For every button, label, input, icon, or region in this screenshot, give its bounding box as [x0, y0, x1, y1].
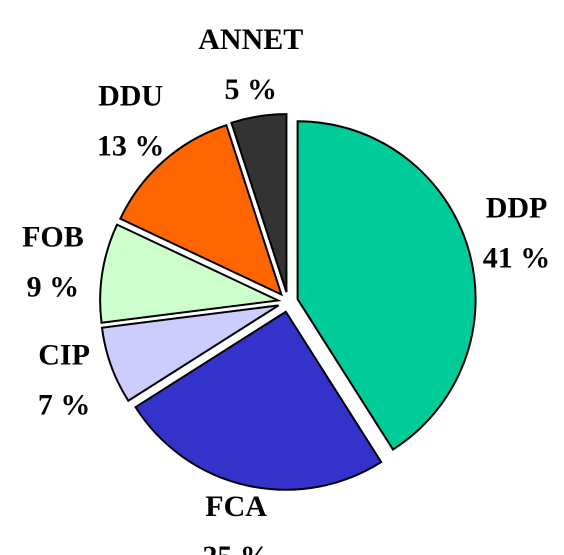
slice-value-label: 41 %	[483, 241, 551, 274]
pie-slice	[99, 223, 282, 324]
slice-label: DDP	[486, 191, 548, 224]
slice-value-label: 5 %	[225, 73, 278, 106]
slice-label: FCA	[205, 490, 267, 523]
slice-value-label: 9 %	[27, 271, 80, 304]
slice-value-label: 25 %	[202, 540, 270, 555]
slice-label: DDU	[98, 79, 163, 112]
slice-label: FOB	[22, 221, 84, 254]
slice-label: ANNET	[198, 23, 303, 56]
pie-slice	[134, 310, 383, 491]
pie-slice	[100, 304, 280, 403]
slice-value-label: 13 %	[97, 129, 165, 162]
pie-slice	[296, 120, 477, 451]
slice-value-label: 7 %	[38, 389, 91, 422]
pie-slice	[118, 123, 284, 297]
slice-label: CIP	[38, 339, 90, 372]
pie-slice	[230, 113, 288, 293]
